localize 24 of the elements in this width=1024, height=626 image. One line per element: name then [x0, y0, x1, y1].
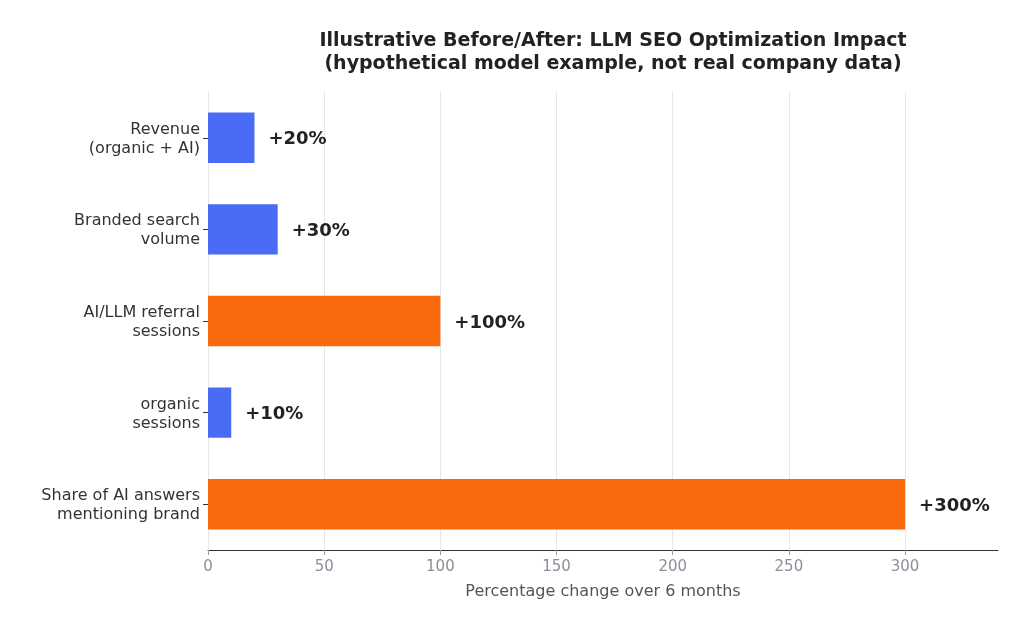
data-label: +20%	[268, 127, 327, 149]
x-tick-label: 150	[542, 556, 571, 575]
x-tick-label: 250	[774, 556, 804, 575]
bar	[208, 295, 441, 347]
y-tick-label: organic sessions	[132, 393, 200, 432]
chart-title: Illustrative Before/After: LLM SEO Optimization Impact (hypothetical model example, not real company data)	[319, 27, 907, 73]
data-label: +300%	[919, 493, 990, 515]
data-label: +30%	[291, 218, 350, 240]
y-tick-label: AI/LLM referral sessions	[83, 302, 200, 340]
x-tick-label: 50	[314, 556, 334, 575]
x-tick-label: 0	[203, 556, 213, 575]
bar	[208, 387, 232, 438]
x-tick-label: 200	[658, 556, 688, 575]
bar	[208, 479, 906, 530]
x-axis-title: Percentage change over 6 months	[465, 580, 741, 600]
x-tick-label: 300	[890, 556, 920, 575]
y-tick-label: Share of AI answers mentioning brand	[41, 485, 200, 524]
x-tick-label: 100	[426, 556, 455, 575]
bar	[208, 112, 255, 163]
y-tick-label: Branded search volume	[74, 210, 200, 249]
bar	[208, 204, 278, 255]
data-label: +10%	[245, 402, 304, 424]
y-tick-label: Revenue (organic + AI)	[88, 118, 200, 157]
data-label: +100%	[454, 310, 526, 332]
